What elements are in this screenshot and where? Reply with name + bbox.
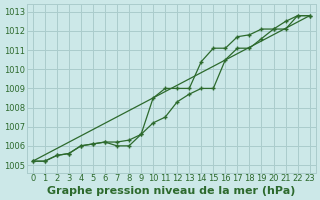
X-axis label: Graphe pression niveau de la mer (hPa): Graphe pression niveau de la mer (hPa) [47, 186, 295, 196]
